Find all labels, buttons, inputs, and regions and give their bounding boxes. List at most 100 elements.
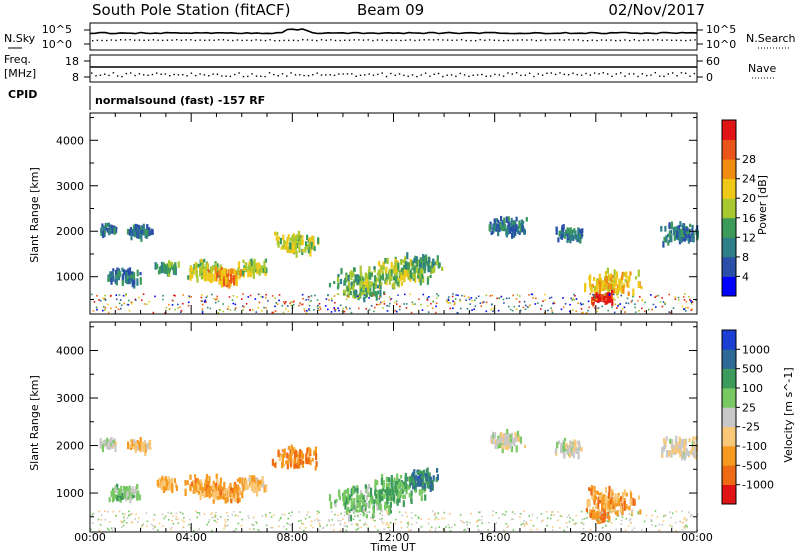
echo-cell: [515, 224, 518, 232]
echo-cell: [567, 447, 570, 452]
scatter-cell: [328, 520, 331, 522]
nsearch-point: [689, 39, 692, 41]
nave-point: [624, 75, 626, 77]
nsearch-series: [92, 39, 696, 42]
echo-cell: [158, 477, 161, 482]
echo-cell: [629, 490, 632, 495]
nave-point: [104, 73, 106, 75]
echo-cell: [140, 232, 143, 240]
echo-cell: [384, 504, 387, 511]
echo-cell: [616, 288, 619, 296]
scatter-cell: [388, 296, 391, 298]
echo-cell: [590, 485, 593, 491]
scatter-cell: [303, 310, 306, 312]
echo-cell: [228, 281, 231, 289]
nave-point: [260, 75, 262, 77]
scatter-cell: [485, 301, 488, 304]
scatter-cell: [386, 512, 389, 514]
scatter-cell: [174, 295, 176, 297]
echo-cell: [208, 476, 211, 484]
echo-cell: [199, 259, 202, 267]
scatter-cell: [96, 295, 98, 297]
echo-cell: [422, 472, 425, 477]
echo-cell: [360, 292, 363, 296]
echo-cell: [680, 228, 683, 234]
echo-cell: [422, 481, 425, 487]
echo-cell: [214, 494, 217, 500]
y-tick-label: 1000: [56, 487, 84, 500]
echo-cell: [400, 481, 403, 488]
echo-cell: [127, 492, 130, 499]
scatter-cell: [345, 524, 348, 527]
echo-cell: [629, 498, 632, 507]
echo-cell: [206, 481, 209, 489]
nave-point: [580, 74, 583, 76]
scatter-cell: [203, 513, 206, 515]
colorbar-tick-label: -25: [742, 421, 760, 434]
scatter-cell: [195, 510, 197, 513]
scatter-cell: [98, 529, 101, 532]
scatter-cell: [375, 303, 378, 306]
nave-point: [541, 74, 544, 76]
scatter-cell: [272, 311, 275, 314]
echo-cell: [292, 236, 296, 243]
scatter-cell: [577, 302, 579, 305]
scatter-cell: [662, 520, 665, 522]
echo-cell: [226, 273, 229, 278]
echo-cell: [374, 290, 377, 297]
echo-cell: [674, 440, 678, 449]
echo-cell: [498, 443, 502, 448]
nsearch-point: [488, 39, 491, 41]
echo-cell: [413, 271, 416, 279]
nsearch-point: [540, 39, 542, 41]
nave-point: [234, 73, 236, 76]
scatter-cell: [242, 293, 244, 295]
scatter-cell: [261, 309, 263, 312]
nsearch-point: [671, 39, 673, 41]
echo-cell: [586, 500, 589, 508]
echo-cell: [334, 500, 337, 506]
scatter-cell: [138, 517, 140, 519]
echo-cell: [665, 436, 668, 442]
echo-cell: [505, 230, 508, 238]
echo-cell: [116, 273, 119, 280]
echo-cell: [621, 502, 624, 508]
echo-cell: [284, 244, 287, 251]
scatter-cell: [572, 309, 574, 311]
scatter-cell: [252, 528, 255, 530]
scatter-cell: [513, 305, 515, 308]
nave-point: [524, 74, 526, 76]
echo-cell: [393, 282, 396, 290]
echo-cell: [432, 475, 435, 482]
echo-cell: [624, 279, 627, 283]
scatter-cell: [261, 296, 264, 298]
echo-cell: [413, 265, 416, 274]
scatter-cell: [466, 521, 468, 524]
scatter-cell: [550, 296, 553, 299]
scatter-cell: [616, 307, 618, 309]
scatter-cell: [301, 303, 304, 306]
scatter-cell: [621, 516, 624, 519]
echo-cell: [490, 438, 494, 444]
echo-cell: [682, 229, 685, 238]
scatter-cell: [356, 528, 359, 530]
scatter-cell: [586, 517, 588, 519]
echo-cell: [265, 484, 268, 492]
echo-cell: [595, 292, 598, 299]
scatter-cell: [211, 293, 213, 296]
echo-cell: [126, 275, 129, 281]
echo-cell: [138, 442, 141, 451]
nave-point: [615, 73, 617, 75]
scatter-cell: [300, 519, 302, 522]
echo-cell: [573, 439, 576, 446]
echo-cell: [328, 282, 332, 288]
scatter-cell: [639, 296, 641, 298]
scatter-cell: [141, 524, 143, 527]
nsearch-point: [358, 39, 360, 41]
echo-cell: [517, 437, 520, 441]
nave-point: [611, 75, 613, 77]
scatter-cell: [435, 517, 437, 519]
echo-cell: [309, 248, 312, 257]
scatter-cell: [362, 297, 365, 300]
